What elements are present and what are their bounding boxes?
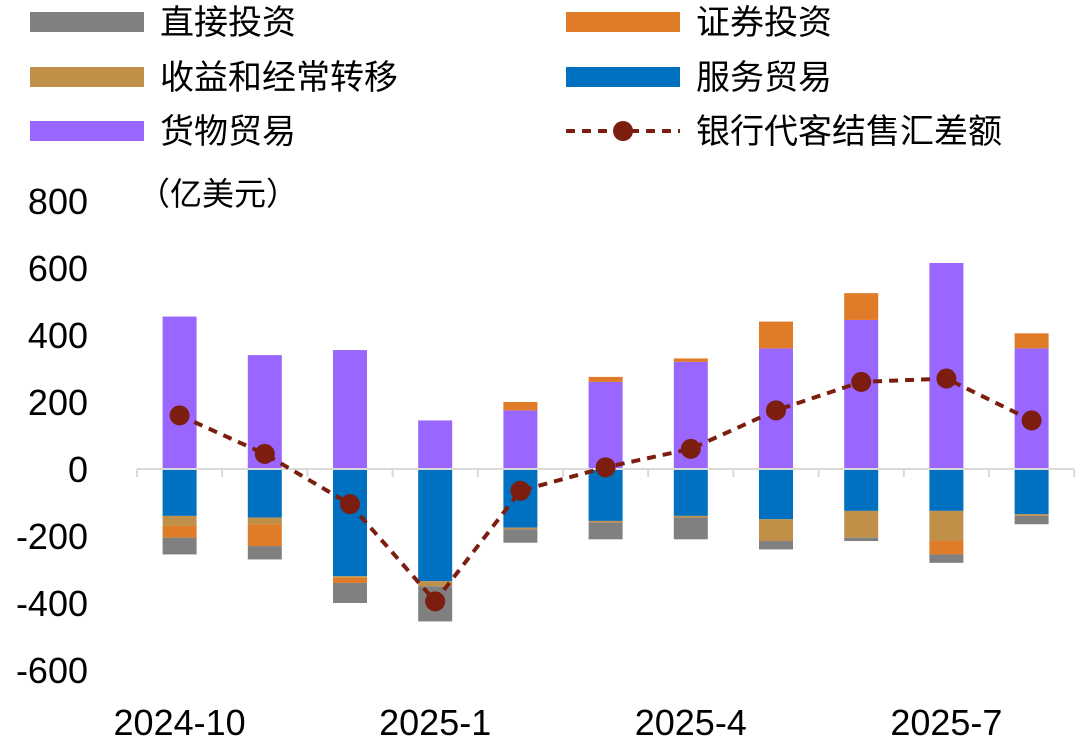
- x-tick-label: 2025-7: [890, 702, 1002, 743]
- line-marker: [510, 480, 531, 501]
- legend-label: 收益和经常转移: [160, 58, 398, 98]
- bar-segment: [1014, 514, 1049, 516]
- legend-swatch: [30, 67, 144, 87]
- bar-segment: [1014, 333, 1049, 349]
- bar-segment: [333, 577, 367, 583]
- bar-segment: [844, 510, 879, 538]
- bar-segment: [418, 581, 453, 587]
- legend-item: 银行代客结售汇差额: [566, 112, 1002, 152]
- y-tick-label: 800: [28, 181, 88, 222]
- bar-segment: [929, 554, 964, 563]
- bar-segment: [844, 319, 879, 469]
- bar-segment: [247, 546, 282, 560]
- bar-segment: [929, 510, 964, 542]
- x-axis: 2024-10 2025-1 2025-4 2025-7: [114, 468, 1076, 743]
- bar-segment: [929, 469, 964, 511]
- line-series: [169, 368, 1042, 612]
- legend-swatch: [566, 67, 680, 87]
- legend-item: 收益和经常转移: [30, 58, 398, 98]
- bar-segment: [673, 469, 708, 516]
- line-marker: [425, 591, 446, 612]
- y-axis: 800 600 400 200 0 -200 -400 -600: [16, 181, 88, 691]
- bar-segment: [162, 316, 197, 469]
- legend-label: 服务贸易: [696, 58, 832, 98]
- bar-segment: [844, 537, 879, 542]
- unit-label: （亿美元）: [138, 175, 298, 213]
- y-tick-label: -200: [16, 516, 88, 557]
- y-tick-label: -400: [16, 583, 88, 624]
- line-marker: [851, 371, 872, 392]
- line-marker: [1021, 410, 1042, 431]
- bar-segment: [247, 469, 282, 518]
- bar-segment: [673, 358, 708, 362]
- bar-segment: [588, 520, 623, 523]
- legend-item: 服务贸易: [566, 58, 832, 98]
- bar-segment: [1014, 469, 1049, 515]
- bar-segment: [588, 522, 623, 540]
- y-tick-label: 400: [28, 315, 88, 356]
- legend-item: 货物贸易: [30, 112, 296, 152]
- bar-segment: [588, 376, 623, 382]
- bar-segment: [503, 402, 538, 411]
- bar-segment: [673, 517, 708, 540]
- y-tick-label: 600: [28, 248, 88, 289]
- bar-segment: [333, 582, 367, 603]
- bar-segment: [588, 469, 623, 521]
- bar-segment: [929, 262, 964, 469]
- legend-item: 证券投资: [566, 3, 832, 43]
- line-marker: [595, 457, 616, 478]
- y-tick-label: 200: [28, 382, 88, 423]
- x-tick-label: 2025-4: [635, 702, 747, 743]
- legend-marker: [613, 121, 633, 141]
- bars: [162, 262, 1049, 622]
- x-tick-label: 2024-10: [114, 702, 246, 743]
- line-marker: [680, 438, 701, 459]
- line-marker: [340, 494, 360, 515]
- bar-segment: [759, 469, 793, 520]
- bar-segment: [162, 515, 197, 526]
- bar-segment: [503, 527, 538, 530]
- legend-swatch: [30, 12, 144, 32]
- legend-label: 银行代客结售汇差额: [696, 112, 1002, 152]
- bar-segment: [333, 469, 367, 577]
- legend-swatch: [30, 121, 144, 141]
- bar-segment: [673, 515, 708, 518]
- bar-segment: [929, 541, 964, 555]
- bar-segment: [759, 541, 793, 550]
- line-marker: [169, 405, 190, 426]
- line-marker: [936, 368, 957, 389]
- line-marker: [254, 443, 275, 464]
- bar-segment: [418, 469, 453, 582]
- bar-segment: [162, 469, 197, 516]
- bar-segment: [162, 537, 197, 555]
- bar-segment: [759, 519, 793, 542]
- legend-label: 直接投资: [160, 3, 296, 43]
- bar-segment: [588, 381, 623, 469]
- y-tick-label: 0: [68, 449, 88, 490]
- legend-swatch: [566, 12, 680, 32]
- bar-segment: [162, 525, 197, 538]
- legend-item: 直接投资: [30, 3, 296, 43]
- x-tick-label: 2025-1: [379, 702, 491, 743]
- y-tick-label: -600: [16, 650, 88, 691]
- bar-segment: [333, 576, 367, 578]
- bar-segment: [844, 293, 879, 320]
- bar-segment: [503, 410, 538, 469]
- bar-segment: [1014, 515, 1049, 525]
- bar-segment: [503, 529, 538, 543]
- line-marker: [766, 400, 786, 421]
- bar-segment: [333, 350, 367, 469]
- bar-segment: [247, 517, 282, 525]
- bar-segment: [418, 420, 453, 469]
- legend-label: 证券投资: [696, 3, 832, 43]
- bar-segment: [759, 321, 793, 349]
- bar-segment: [1014, 348, 1049, 469]
- bar-segment: [247, 524, 282, 547]
- bar-segment: [844, 469, 879, 511]
- legend-label: 货物贸易: [160, 112, 296, 152]
